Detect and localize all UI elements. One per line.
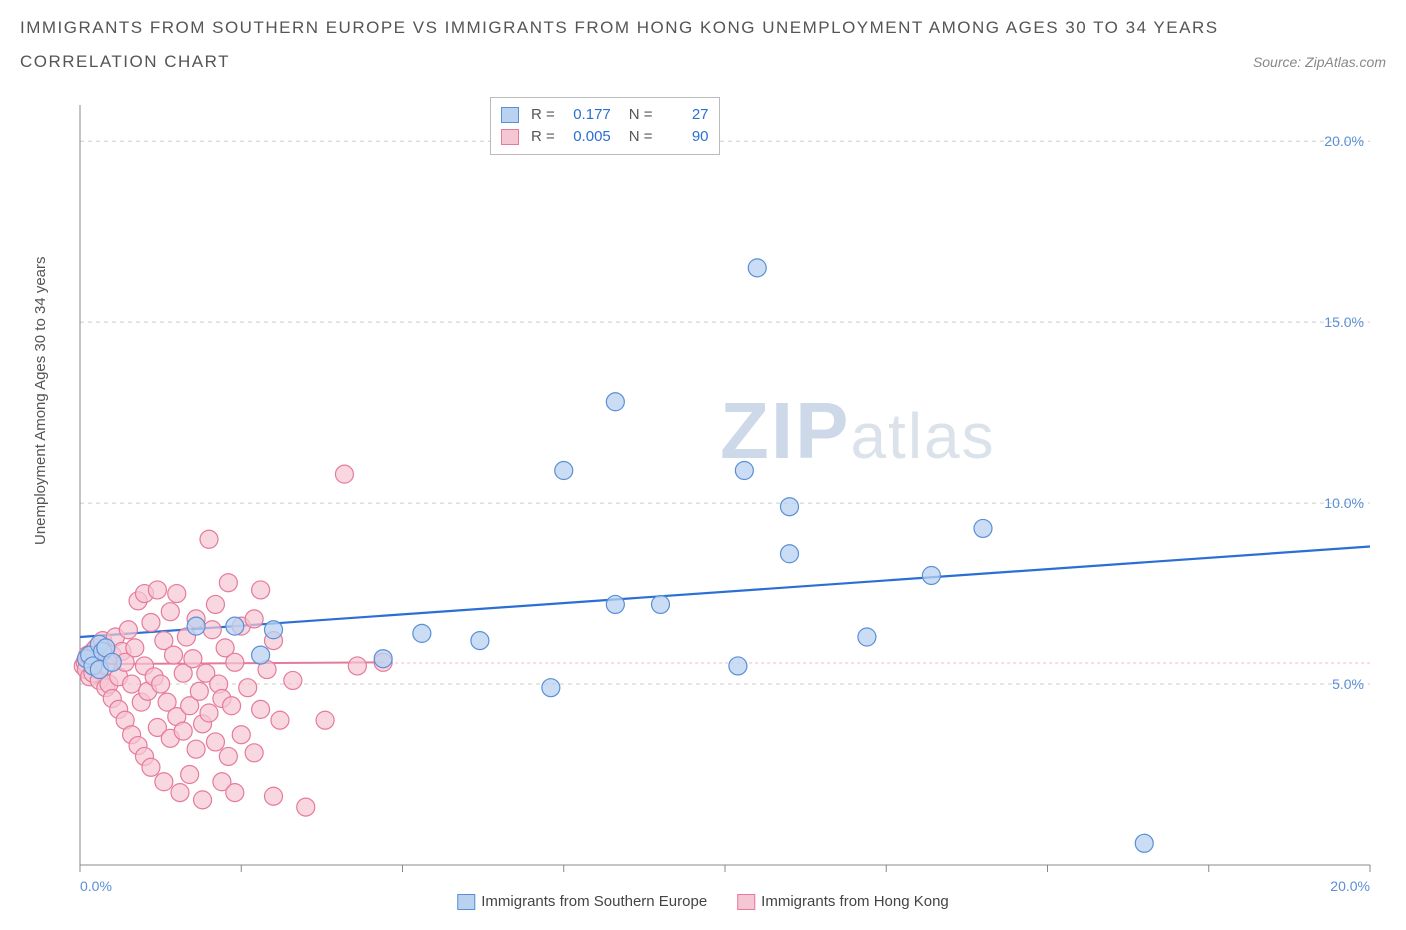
legend-stats: R =0.177N =27R =0.005N =90 xyxy=(490,97,720,155)
scatter-chart: 5.0% 10.0% 15.0% 20.0% 0.0% 20.0% Unemployment… xyxy=(20,95,1386,910)
legend-item: Immigrants from Hong Kong xyxy=(737,893,949,910)
svg-text:20.0%: 20.0% xyxy=(1330,878,1370,894)
chart-area: 5.0% 10.0% 15.0% 20.0% 0.0% 20.0% Unemployment… xyxy=(20,95,1386,910)
legend-series: Immigrants from Southern Europe Immigrant… xyxy=(457,893,949,910)
chart-title-line2: CORRELATION CHART xyxy=(20,52,230,72)
chart-title-line1: IMMIGRANTS FROM SOUTHERN EUROPE VS IMMIG… xyxy=(20,18,1386,38)
svg-text:10.0%: 10.0% xyxy=(1324,495,1364,511)
chart-header: IMMIGRANTS FROM SOUTHERN EUROPE VS IMMIG… xyxy=(0,0,1406,72)
svg-text:0.0%: 0.0% xyxy=(80,878,112,894)
svg-text:15.0%: 15.0% xyxy=(1324,314,1364,330)
legend-stat-row: R =0.177N =27 xyxy=(501,104,709,126)
legend-stat-row: R =0.005N =90 xyxy=(501,126,709,148)
svg-text:5.0%: 5.0% xyxy=(1332,676,1364,692)
svg-text:Unemployment Among Ages 30 to: Unemployment Among Ages 30 to 34 years xyxy=(32,256,49,545)
source-label: Source: ZipAtlas.com xyxy=(1253,54,1386,70)
svg-text:20.0%: 20.0% xyxy=(1324,133,1364,149)
legend-item: Immigrants from Southern Europe xyxy=(457,893,707,910)
